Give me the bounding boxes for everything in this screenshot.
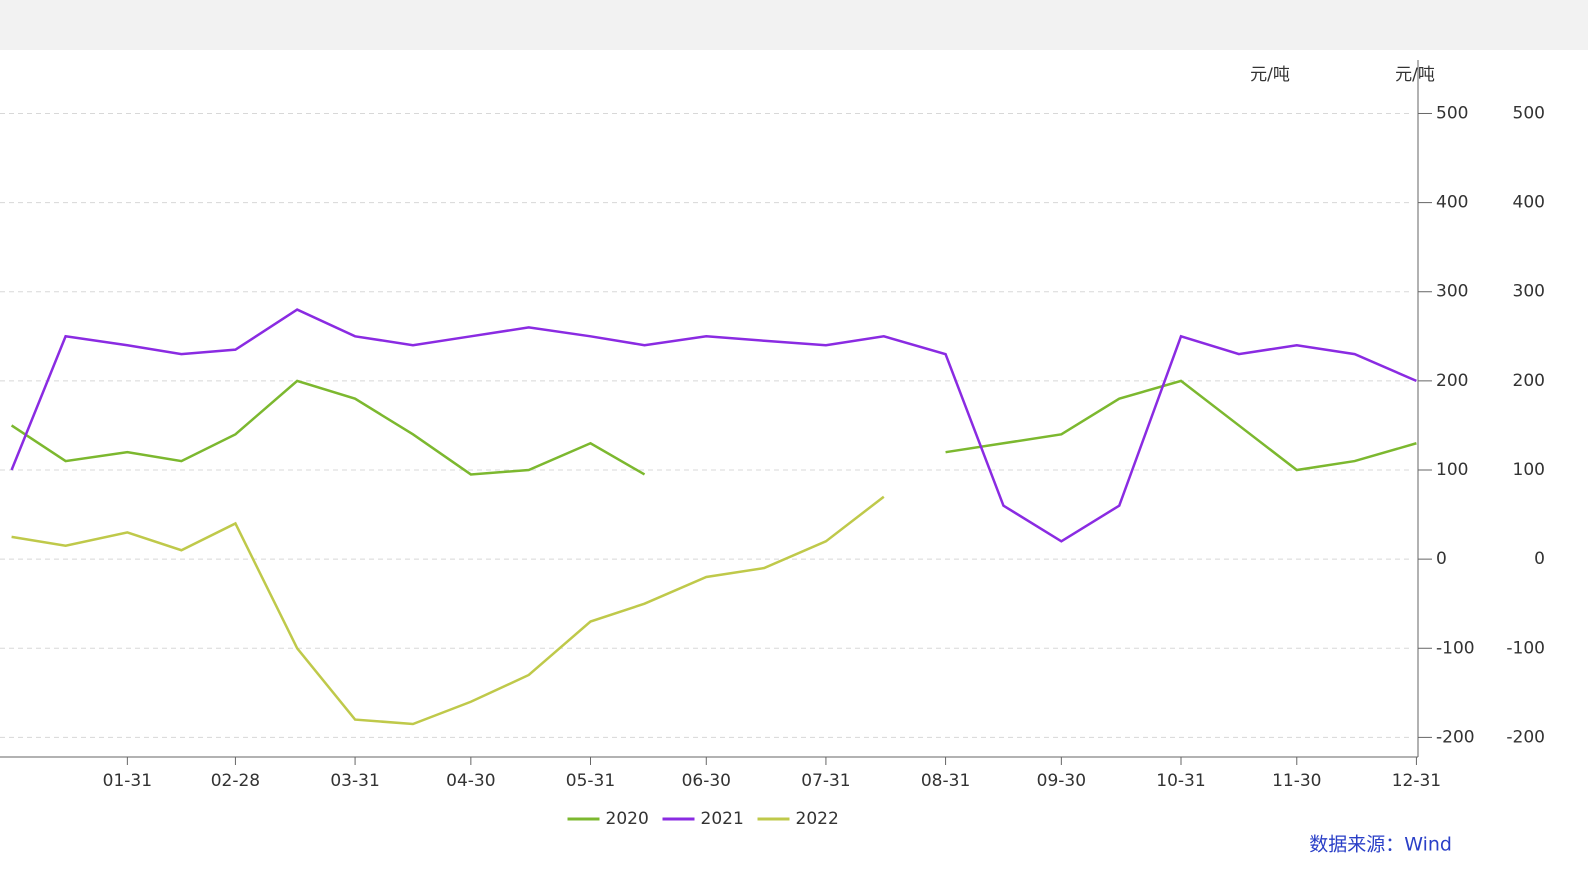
y2-tick-label: -100 [1506,638,1545,658]
x-tick-label: 01-31 [103,771,152,791]
x-tick-label: 04-30 [446,771,495,791]
header-bar [0,0,1588,50]
x-tick-label: 05-31 [566,771,615,791]
series-line [11,495,885,726]
y-tick-label: 0 [1436,549,1447,569]
series-line [10,308,1417,543]
x-tick-label: 10-31 [1156,771,1205,791]
y-unit-label: 元/吨 [1250,65,1290,85]
y-tick-label: 200 [1436,371,1468,391]
y-unit-label: 元/吨 [1395,65,1435,85]
y2-tick-label: 300 [1513,282,1545,302]
source: 数据来源：Wind [1309,834,1452,856]
y-tick-label: 400 [1436,193,1468,213]
y2-tick-label: 500 [1513,103,1545,123]
y2-tick-label: 200 [1513,371,1545,391]
x-tick-label: 03-31 [330,771,379,791]
x-tick-label: 07-31 [801,771,850,791]
x-tick-label: 09-30 [1037,771,1086,791]
x-tick-label: 02-28 [211,771,260,791]
x-tick-label: 08-31 [921,771,970,791]
y-tick-label: 300 [1436,282,1468,302]
x-tick-label: 11-30 [1272,771,1321,791]
y-tick-label: 100 [1436,460,1468,480]
legend-label: 2021 [701,809,744,829]
y-tick-label: -200 [1436,727,1475,747]
y2-tick-label: -200 [1506,727,1545,747]
x-tick-label: 06-30 [682,771,731,791]
legend-label: 2022 [796,809,839,829]
legend-label: 2020 [606,809,649,829]
series-line [10,379,1417,476]
y2-tick-label: 100 [1513,460,1545,480]
y-tick-label: -100 [1436,638,1475,658]
y2-tick-label: 400 [1513,193,1545,213]
y2-tick-label: 0 [1534,549,1545,569]
y-tick-label: 500 [1436,103,1468,123]
x-tick-label: 12-31 [1392,771,1441,791]
